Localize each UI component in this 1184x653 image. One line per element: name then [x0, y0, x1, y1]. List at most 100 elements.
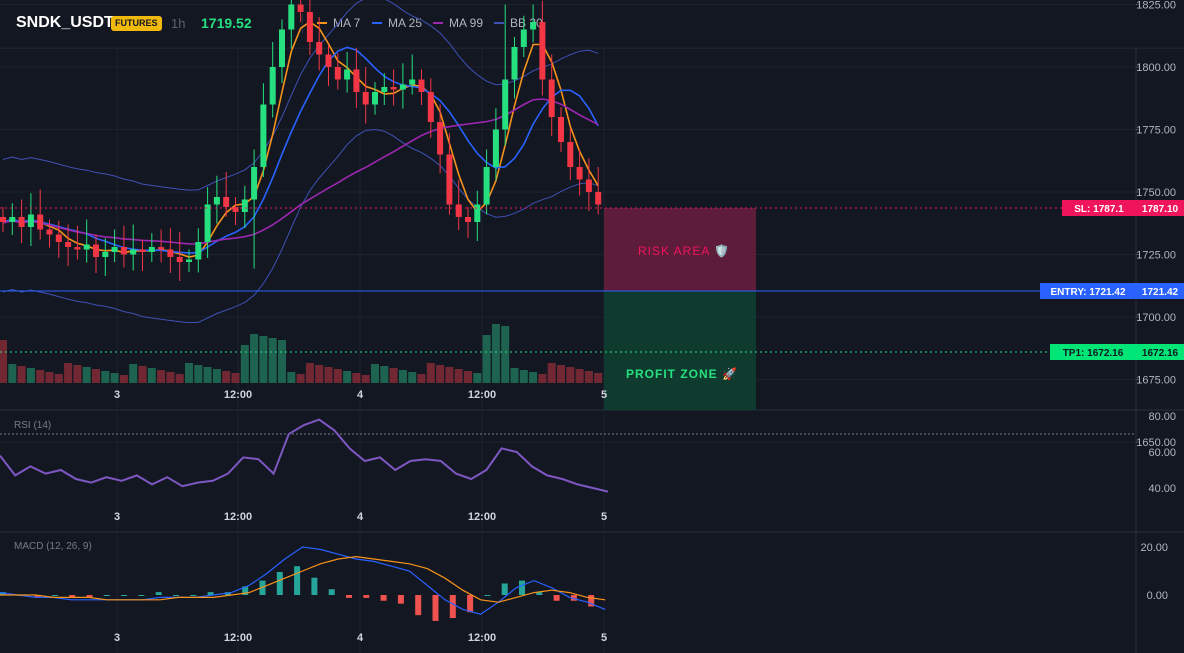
- volume-bar: [185, 363, 193, 383]
- macd-hist-bar: [449, 595, 456, 619]
- volume-bar: [343, 371, 352, 383]
- price-tick-label: 1825.00: [1136, 0, 1176, 12]
- volume-bar: [0, 340, 7, 383]
- profit-zone[interactable]: [604, 291, 756, 410]
- volume-bar: [212, 369, 221, 383]
- candle-body: [213, 197, 220, 205]
- legend-ma99[interactable]: MA 99: [433, 16, 483, 30]
- last-price: 1719.52: [201, 15, 252, 31]
- candle-body: [483, 167, 490, 205]
- volume-bar: [119, 375, 128, 383]
- volume-bar: [371, 364, 379, 383]
- time-tick-label: 4: [357, 389, 364, 401]
- macd-hist-bar: [380, 595, 387, 601]
- volume-bar: [82, 367, 91, 383]
- macd-axis: 20.00 0.00: [1140, 542, 1168, 602]
- volume-bar: [584, 371, 593, 383]
- volume-bar: [36, 370, 45, 383]
- volume-bar: [259, 336, 268, 383]
- legend-ma25[interactable]: MA 25: [372, 16, 422, 30]
- volume-bar: [566, 367, 575, 383]
- price-tick-label: 1675.00: [1136, 375, 1176, 387]
- volume-bar: [510, 368, 519, 383]
- candle-body: [232, 207, 239, 212]
- candle-body: [74, 247, 81, 250]
- macd-tick-label: 20.00: [1140, 542, 1168, 554]
- volume-bar: [398, 370, 407, 383]
- price-axis[interactable]: 1900.001875.001850.001825.001800.001775.…: [1136, 0, 1176, 449]
- volume-bar: [240, 345, 249, 383]
- candle-body: [567, 142, 574, 167]
- candlesticks: [0, 0, 602, 281]
- volume-bar: [222, 371, 231, 383]
- sl-price-tag: [1136, 200, 1184, 216]
- volume-bar: [54, 374, 63, 383]
- rsi-tick-label: 80.00: [1148, 411, 1176, 423]
- macd-hist-bar: [467, 595, 474, 613]
- candle-body: [27, 214, 34, 227]
- time-tick-label: 12:00: [468, 389, 496, 401]
- time-tick-label: 12:00: [468, 632, 496, 644]
- macd-hist-bar: [121, 595, 128, 596]
- volume-bar: [157, 370, 166, 383]
- symbol-title[interactable]: SNDK_USDT: [16, 14, 114, 31]
- macd-hist-bar: [86, 595, 93, 598]
- volume-bar: [501, 326, 510, 383]
- candle-body: [334, 67, 341, 80]
- risk-area-zone[interactable]: [604, 208, 756, 291]
- volume-bar: [278, 340, 286, 383]
- macd-line[interactable]: [0, 546, 606, 615]
- candle-body: [455, 204, 462, 217]
- macd-hist-bar: [207, 592, 214, 595]
- ma99-line: [2, 98, 599, 245]
- candle-body: [176, 257, 183, 262]
- legend-ma99-label: MA 99: [449, 16, 484, 30]
- candle-body: [492, 129, 499, 167]
- bollinger-bands: [2, 0, 599, 324]
- time-tick-label: 5: [601, 389, 607, 401]
- candle-body: [511, 47, 518, 80]
- candle-body: [474, 204, 481, 222]
- macd-signal-line[interactable]: [0, 555, 606, 603]
- header-divider: [302, 14, 303, 34]
- price-tick-label: 1800.00: [1136, 62, 1176, 74]
- macd-hist-bar: [588, 595, 595, 607]
- sl-tag: [1062, 200, 1136, 216]
- macd-label: MACD (12, 26, 9): [14, 541, 92, 552]
- entry-price-tag: [1136, 283, 1184, 299]
- volume-bar: [101, 371, 110, 383]
- candle-body: [353, 69, 360, 92]
- candle-body: [520, 29, 527, 47]
- candle-body: [241, 199, 248, 212]
- rsi-line[interactable]: [0, 418, 609, 493]
- legend-ma7[interactable]: MA 7: [317, 16, 360, 30]
- timeframe-label[interactable]: 1h: [171, 16, 186, 31]
- volume-bar: [454, 369, 463, 383]
- macd-hist-bar: [51, 595, 58, 596]
- time-tick-label: 5: [601, 632, 607, 644]
- candle-body: [18, 217, 25, 227]
- volume-bar: [166, 372, 175, 383]
- volume-bar: [324, 367, 333, 383]
- volume-bar: [482, 335, 491, 383]
- volume-bar: [547, 363, 556, 383]
- entry-tag: [1040, 283, 1136, 299]
- time-axis[interactable]: 3 12:00 4 12:00 5 3 12:00 4 12:00 5 3 12:00 4 12:00 5: [114, 389, 607, 644]
- candle-body: [427, 92, 434, 122]
- volume-bar: [436, 365, 445, 383]
- candle-body: [120, 247, 127, 255]
- price-tick-label: 1700.00: [1136, 312, 1176, 324]
- volume-bar: [129, 364, 138, 383]
- candle-body: [139, 249, 146, 252]
- price-tick-label: 1650.00: [1136, 437, 1176, 449]
- candle-body: [148, 247, 155, 252]
- candle-body: [65, 242, 72, 247]
- candle-body: [167, 249, 174, 257]
- candle-body: [325, 54, 332, 67]
- legend-ma7-label: MA 7: [333, 16, 361, 30]
- macd-hist-bar: [69, 595, 76, 598]
- candle-body: [306, 12, 313, 42]
- volume-bar: [110, 373, 119, 383]
- candle-body: [93, 244, 99, 257]
